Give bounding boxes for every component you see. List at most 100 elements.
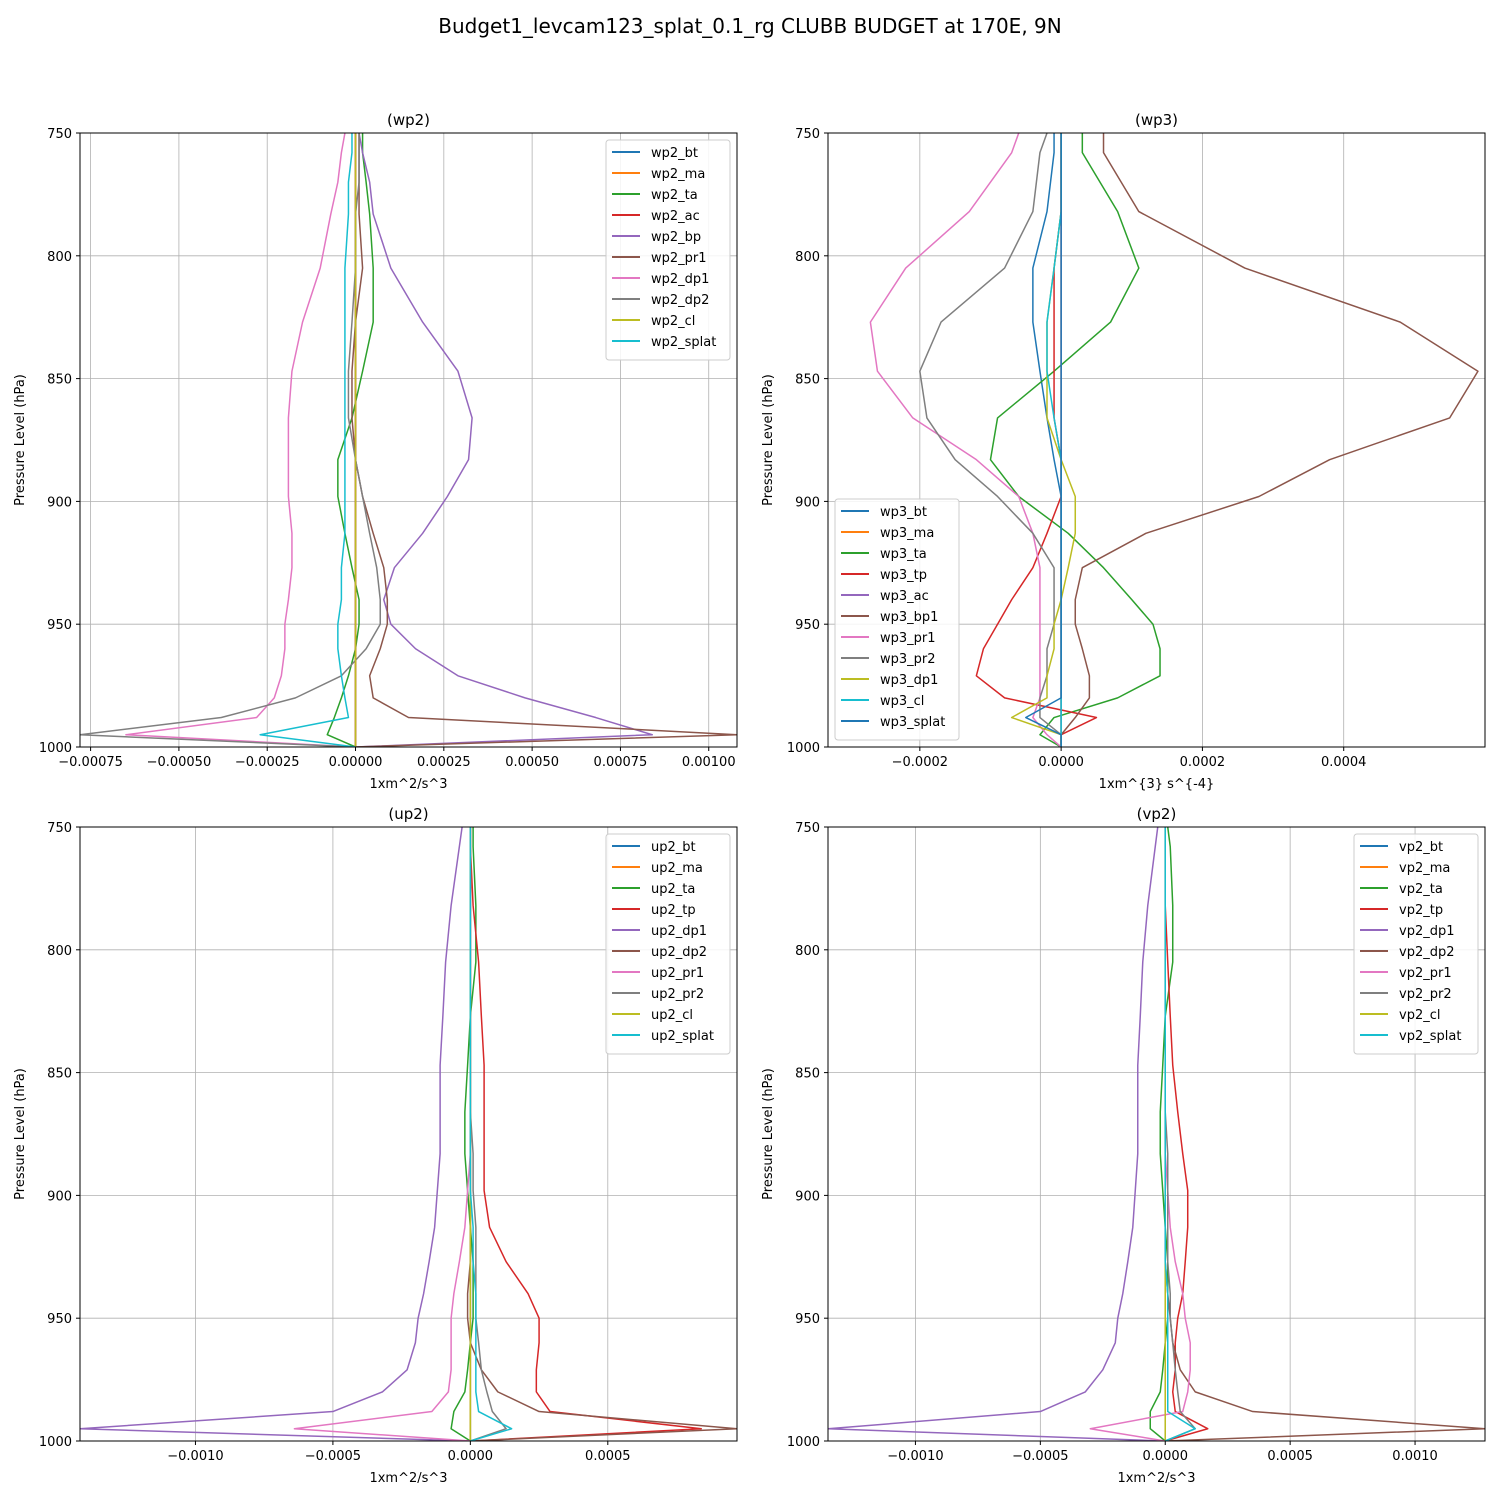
y-tick-label: 750	[47, 127, 72, 142]
x-tick-label: 0.0010	[1392, 1449, 1438, 1464]
y-tick-label: 950	[47, 618, 72, 633]
series-line-up2_pr1	[293, 827, 472, 1441]
series-line-wp2_pr1	[351, 133, 737, 747]
y-tick-label: 800	[47, 250, 72, 265]
x-tick-label: 0.0000	[1038, 755, 1084, 770]
axes-frame	[79, 132, 738, 748]
legend-label: vp2_ma	[1399, 861, 1450, 876]
legend-label: wp3_cl	[880, 694, 924, 709]
x-tick-label: 0.00050	[505, 755, 559, 770]
series-group	[80, 133, 737, 747]
x-tick-label: −0.0005	[1012, 1449, 1068, 1464]
y-axis-label: Pressure Level (hPa)	[13, 1068, 28, 1200]
legend-label: wp2_ta	[651, 188, 698, 203]
x-axis-label: 1xm^{3} s^{-4}	[1099, 777, 1215, 792]
x-tick-label: −0.0010	[887, 1449, 943, 1464]
y-tick-label: 950	[795, 618, 820, 633]
series-line-wp2_bp	[355, 133, 653, 747]
legend-label: wp2_bp	[651, 230, 701, 245]
series-line-vp2_dp1	[828, 827, 1166, 1441]
y-tick-label: 850	[795, 373, 820, 388]
axes-frame	[827, 132, 1486, 748]
series-group	[828, 827, 1485, 1441]
series-line-wp3_ta	[989, 133, 1161, 747]
legend-label: vp2_ta	[1399, 882, 1443, 897]
series-line-up2_tp	[469, 827, 703, 1441]
series-line-wp3_splat	[1025, 133, 1062, 747]
series-line-wp2_ta	[326, 133, 374, 747]
legend-label: up2_dp2	[651, 945, 707, 960]
y-tick-label: 1000	[787, 741, 820, 756]
legend-label: wp3_bp1	[880, 610, 938, 625]
legend-label: up2_cl	[651, 1008, 693, 1023]
x-axis-label: 1xm^2/s^3	[369, 777, 447, 792]
legend: wp2_bt wp2_ma wp2_ta wp2_ac wp2_bp wp2_pr1 wp2…	[605, 139, 731, 361]
x-tick-label: 0.0002	[1180, 755, 1226, 770]
y-tick-label: 850	[47, 373, 72, 388]
series-line-wp3_pr2	[919, 133, 1062, 747]
x-axis-label: 1xm^2/s^3	[1117, 1471, 1195, 1486]
legend-label: vp2_tp	[1399, 903, 1443, 918]
legend-label: wp2_dp1	[651, 272, 709, 287]
series-line-vp2_tp	[1164, 827, 1209, 1441]
x-tick-label: −0.00025	[235, 755, 300, 770]
legend-label: wp3_ma	[880, 526, 934, 541]
x-tick-label: −0.00075	[58, 755, 123, 770]
legend: vp2_bt vp2_ma vp2_ta vp2_tp vp2_dp1 vp2_dp2vp…	[1353, 833, 1479, 1055]
x-tick-label: 0.00075	[594, 755, 648, 770]
y-tick-label: 1000	[39, 1435, 72, 1450]
legend-label: wp2_ac	[651, 209, 700, 224]
legend-label: wp3_ta	[880, 547, 927, 562]
x-axis-label: 1xm^2/s^3	[369, 1471, 447, 1486]
panel-3: −0.0010 −0.0005 0.0000 0.0005 0.0010 750 800 85…	[761, 805, 1486, 1486]
legend-label: up2_dp1	[651, 924, 707, 939]
legend-label: up2_tp	[651, 903, 696, 918]
legend-label: vp2_pr2	[1399, 987, 1452, 1002]
legend-label: up2_splat	[651, 1029, 714, 1044]
legend-label: wp2_pr1	[651, 251, 707, 266]
legend-label: vp2_splat	[1399, 1029, 1461, 1044]
legend-label: wp2_cl	[651, 314, 695, 329]
axes-frame	[79, 826, 738, 1442]
x-tick-label: −0.0005	[305, 1449, 361, 1464]
panel-title: (wp2)	[387, 111, 430, 129]
x-tick-label: 0.0005	[1267, 1449, 1313, 1464]
panel-0: −0.00075 −0.00050 −0.00025 0.00000 0.00025 0.…	[13, 111, 738, 792]
legend-label: vp2_pr1	[1399, 966, 1452, 981]
legend-label: wp2_bt	[651, 146, 698, 161]
legend-label: wp2_splat	[651, 335, 716, 350]
x-tick-label: −0.0002	[892, 755, 948, 770]
x-tick-label: 0.0005	[585, 1449, 631, 1464]
y-axis-label: Pressure Level (hPa)	[761, 1068, 776, 1200]
legend-label: wp3_splat	[880, 715, 945, 730]
legend-label: wp3_pr1	[880, 631, 936, 646]
panel-title: (wp3)	[1135, 111, 1178, 129]
legend-label: wp3_tp	[880, 568, 927, 583]
figure-title: Budget1_levcam123_splat_0.1_rg CLUBB BUD…	[438, 14, 1062, 38]
x-tick-label: −0.00050	[147, 755, 212, 770]
legend-label: wp2_ma	[651, 167, 705, 182]
legend-label: vp2_dp1	[1399, 924, 1455, 939]
legend-label: up2_pr1	[651, 966, 704, 981]
x-tick-label: −0.0010	[167, 1449, 223, 1464]
y-tick-label: 900	[47, 495, 72, 510]
x-tick-label: 0.0000	[448, 1449, 494, 1464]
series-line-wp2_splat	[259, 133, 356, 747]
legend-label: wp3_ac	[880, 589, 929, 604]
y-tick-label: 950	[47, 1312, 72, 1327]
y-axis-label: Pressure Level (hPa)	[761, 374, 776, 506]
y-tick-label: 750	[795, 127, 820, 142]
y-tick-label: 800	[795, 250, 820, 265]
y-tick-label: 800	[47, 944, 72, 959]
y-tick-label: 950	[795, 1312, 820, 1327]
series-line-vp2_splat	[1164, 827, 1196, 1441]
legend-label: vp2_dp2	[1399, 945, 1455, 960]
series-line-vp2_ta	[1149, 827, 1174, 1441]
legend: wp3_bt wp3_ma wp3_ta wp3_tp wp3_ac wp3_bp1 wp3…	[834, 498, 960, 741]
x-tick-label: 0.0000	[1142, 1449, 1188, 1464]
y-tick-label: 800	[795, 944, 820, 959]
legend-label: wp3_bt	[880, 505, 927, 520]
legend-label: vp2_cl	[1399, 1008, 1440, 1023]
y-tick-label: 750	[795, 821, 820, 836]
